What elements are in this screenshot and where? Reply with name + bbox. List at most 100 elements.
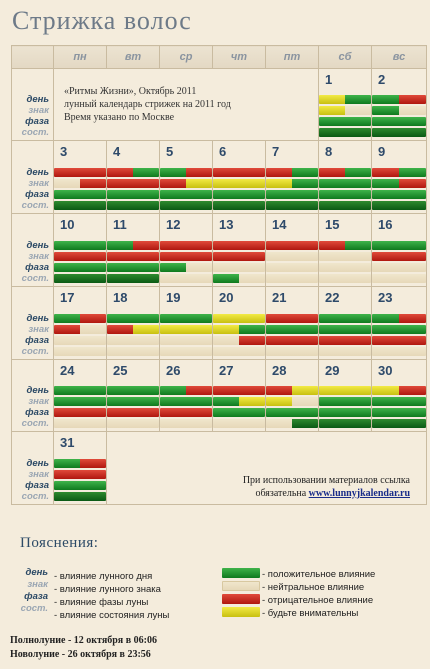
bar-segment bbox=[292, 419, 318, 428]
day-cell[interactable]: 15 bbox=[318, 213, 372, 287]
day-influence-bars bbox=[107, 239, 159, 283]
day-cell[interactable]: 1 bbox=[318, 68, 372, 141]
bar-segment bbox=[186, 168, 212, 177]
bar-lunar-sign bbox=[372, 179, 426, 188]
day-number: 19 bbox=[166, 290, 181, 305]
day-cell[interactable]: 18 bbox=[106, 286, 160, 360]
bar-lunar-sign bbox=[319, 252, 371, 261]
info-line: лунный календарь стрижек на 2011 год bbox=[64, 99, 231, 110]
day-cell[interactable]: 2 bbox=[371, 68, 427, 141]
day-cell[interactable]: 12 bbox=[159, 213, 213, 287]
day-cell[interactable]: 8 bbox=[318, 140, 372, 214]
bar-moon-state bbox=[319, 201, 371, 210]
label-sost: сост. bbox=[21, 491, 49, 502]
label-den: день bbox=[26, 313, 49, 324]
day-number: 8 bbox=[325, 144, 333, 159]
day-cell[interactable]: 14 bbox=[265, 213, 319, 287]
bar-segment bbox=[399, 386, 426, 395]
weekday-wed: ср bbox=[159, 45, 213, 69]
day-cell[interactable]: 5 bbox=[159, 140, 213, 214]
legend-label-znak: знак bbox=[27, 579, 48, 590]
day-cell[interactable]: 25 bbox=[106, 359, 160, 432]
bar-segment bbox=[54, 347, 106, 356]
day-cell[interactable]: 31 bbox=[53, 431, 107, 505]
bar-moon-phase bbox=[372, 408, 426, 417]
bar-moon-phase bbox=[54, 336, 106, 345]
week-row: день знак фаза сост. 24 25 26 27 28 29 30 bbox=[11, 359, 427, 432]
day-cell[interactable]: 9 bbox=[371, 140, 427, 214]
page-title: Стрижка волос bbox=[12, 6, 192, 35]
day-influence-bars bbox=[319, 239, 371, 283]
day-cell[interactable]: 24 bbox=[53, 359, 107, 432]
day-cell[interactable]: 17 bbox=[53, 286, 107, 360]
day-cell[interactable]: 28 bbox=[265, 359, 319, 432]
bar-segment bbox=[319, 117, 371, 126]
day-influence-bars bbox=[213, 312, 265, 356]
day-influence-bars bbox=[319, 312, 371, 356]
day-number: 21 bbox=[272, 290, 287, 305]
day-cell[interactable]: 20 bbox=[212, 286, 266, 360]
full-moon-date: Полнолуние - 12 октября в 06:06 bbox=[10, 635, 157, 646]
day-cell[interactable]: 30 bbox=[371, 359, 427, 432]
bar-segment bbox=[186, 179, 212, 188]
bar-moon-state bbox=[160, 419, 212, 428]
bar-lunar-sign bbox=[319, 106, 371, 115]
day-cell[interactable]: 3 bbox=[53, 140, 107, 214]
bar-segment bbox=[372, 408, 426, 417]
site-link[interactable]: www.lunnyjkalendar.ru bbox=[308, 488, 410, 499]
bar-segment bbox=[160, 347, 212, 356]
bar-segment bbox=[266, 263, 318, 272]
bar-segment bbox=[160, 419, 212, 428]
day-cell[interactable]: 10 bbox=[53, 213, 107, 287]
bar-segment bbox=[319, 95, 345, 104]
bar-segment bbox=[399, 106, 426, 115]
bar-segment bbox=[213, 314, 265, 323]
day-cell[interactable]: 29 bbox=[318, 359, 372, 432]
day-cell[interactable]: 26 bbox=[159, 359, 213, 432]
legend-swatch-negative bbox=[222, 594, 260, 604]
day-cell[interactable]: 16 bbox=[371, 213, 427, 287]
bar-lunar-day bbox=[160, 241, 212, 250]
day-influence-bars bbox=[319, 166, 371, 210]
bar-segment bbox=[54, 274, 106, 283]
bar-segment bbox=[80, 314, 106, 323]
bar-lunar-sign bbox=[266, 179, 318, 188]
bar-moon-state bbox=[266, 347, 318, 356]
day-cell[interactable]: 4 bbox=[106, 140, 160, 214]
bar-segment bbox=[107, 419, 159, 428]
day-influence-bars bbox=[266, 312, 318, 356]
day-influence-bars bbox=[107, 166, 159, 210]
bar-segment bbox=[160, 336, 212, 345]
day-cell[interactable]: 27 bbox=[212, 359, 266, 432]
bar-lunar-day bbox=[54, 314, 106, 323]
bar-lunar-sign bbox=[266, 397, 318, 406]
bar-segment bbox=[160, 179, 186, 188]
day-cell[interactable]: 22 bbox=[318, 286, 372, 360]
bar-moon-state bbox=[213, 419, 265, 428]
weekday-fri: пт bbox=[265, 45, 319, 69]
bar-segment bbox=[213, 179, 265, 188]
bar-lunar-sign bbox=[372, 325, 426, 334]
bar-lunar-day bbox=[107, 168, 159, 177]
day-cell[interactable]: 13 bbox=[212, 213, 266, 287]
day-cell[interactable]: 7 bbox=[265, 140, 319, 214]
bar-moon-phase bbox=[266, 408, 318, 417]
week-row: день знак фаза сост. 31 bbox=[11, 431, 427, 505]
day-cell[interactable]: 11 bbox=[106, 213, 160, 287]
day-cell[interactable]: 23 bbox=[371, 286, 427, 360]
legend-color-negative: - отрицательное влияние bbox=[262, 595, 374, 606]
day-cell[interactable]: 21 bbox=[265, 286, 319, 360]
bar-segment bbox=[319, 128, 371, 137]
bar-segment bbox=[266, 179, 292, 188]
bar-segment bbox=[266, 408, 318, 417]
bar-segment bbox=[372, 128, 426, 137]
day-cell[interactable]: 6 bbox=[212, 140, 266, 214]
bar-segment bbox=[319, 336, 371, 345]
bar-segment bbox=[160, 386, 186, 395]
bar-segment bbox=[133, 241, 159, 250]
bar-lunar-day bbox=[319, 241, 371, 250]
bar-lunar-day bbox=[213, 386, 265, 395]
day-cell[interactable]: 19 bbox=[159, 286, 213, 360]
bar-moon-state bbox=[319, 128, 371, 137]
bar-segment bbox=[292, 179, 318, 188]
